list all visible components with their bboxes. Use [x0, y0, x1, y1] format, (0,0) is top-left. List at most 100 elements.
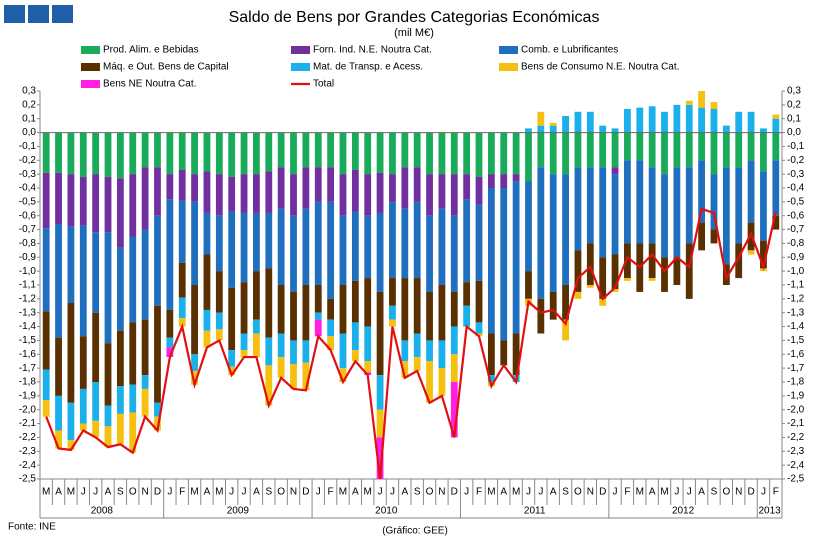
x-tick-label: A [401, 487, 408, 498]
y2-tick-label: -1,6 [787, 349, 805, 360]
bar [624, 109, 631, 133]
bar [562, 132, 569, 175]
x-tick-label: M [215, 487, 223, 498]
bar [191, 354, 198, 371]
y-tick-label: -2,0 [19, 404, 37, 415]
bar [129, 322, 137, 385]
bar [722, 132, 730, 168]
bar [364, 174, 372, 216]
y2-tick-label: -0,1 [787, 141, 805, 152]
y-tick-label: 0,0 [22, 127, 36, 138]
bar [586, 111, 594, 133]
bar [376, 437, 384, 479]
x-tick-label: D [154, 487, 161, 498]
bar [240, 132, 248, 175]
x-tick-label: A [649, 487, 656, 498]
bar [549, 174, 557, 292]
bar [314, 312, 322, 320]
bar [772, 114, 780, 119]
x-tick-label: D [747, 487, 754, 498]
bar [525, 128, 532, 133]
bar [574, 167, 582, 251]
y2-tick-label: -2,0 [787, 404, 805, 415]
bar [463, 132, 471, 175]
bar [586, 243, 594, 285]
bar [228, 350, 236, 367]
x-tick-label: J [464, 487, 469, 498]
bar [525, 132, 532, 182]
bar [450, 132, 458, 175]
bar [240, 350, 248, 358]
bar [648, 132, 656, 168]
bar [327, 298, 335, 320]
x-tick-label: O [426, 487, 434, 498]
bar [512, 174, 520, 182]
bar [747, 250, 755, 255]
bar [55, 172, 62, 225]
bar [339, 285, 347, 334]
bar [611, 132, 619, 168]
bar [215, 174, 223, 216]
y-tick-label: -0,8 [19, 238, 37, 249]
x-tick-label: F [179, 487, 185, 498]
bar [735, 111, 743, 133]
bar [599, 132, 607, 168]
legend-label: Comb. e Lubrificantes [521, 45, 618, 56]
bar [760, 240, 767, 269]
y2-tick-label: 0,3 [787, 86, 801, 97]
bar [475, 176, 483, 205]
bar [710, 174, 718, 230]
bar [475, 322, 483, 334]
bar [314, 132, 322, 168]
bar [426, 361, 433, 403]
bar [302, 167, 310, 209]
bar [698, 107, 706, 133]
bar [277, 208, 285, 285]
bar [487, 132, 495, 175]
bar [747, 132, 755, 161]
bar [661, 132, 668, 175]
bar [586, 167, 594, 244]
bar [586, 132, 594, 168]
bar [747, 160, 755, 223]
bar [376, 375, 384, 410]
bar [339, 174, 347, 216]
bar [475, 132, 483, 177]
bar [487, 188, 495, 334]
y2-tick-label: -0,8 [787, 238, 805, 249]
bar [178, 132, 186, 170]
y-tick-label: -2,1 [19, 418, 37, 429]
bar [661, 111, 668, 133]
bar [129, 132, 137, 175]
bar [314, 319, 322, 337]
x-tick-label: F [328, 487, 334, 498]
bar [500, 132, 508, 175]
bar [215, 132, 223, 175]
bar [314, 167, 322, 202]
y-tick-label: -0,6 [19, 210, 37, 221]
bar [401, 132, 409, 168]
x-tick-label: F [773, 487, 779, 498]
bar [228, 366, 236, 376]
bar [42, 228, 50, 312]
bar [426, 132, 433, 175]
y-tick-label: -2,3 [19, 446, 37, 457]
bar [648, 106, 656, 133]
legend-swatch [81, 63, 100, 71]
bar [79, 176, 87, 226]
bar [401, 167, 409, 209]
bar [253, 319, 260, 334]
x-tick-label: J [538, 487, 543, 498]
y2-tick-label: -1,5 [787, 335, 805, 346]
bar [79, 132, 87, 177]
bar [166, 174, 174, 200]
bar [203, 309, 211, 331]
x-tick-label: M [67, 487, 75, 498]
bar [475, 280, 483, 323]
bar [624, 243, 631, 279]
bar [747, 111, 755, 133]
x-tick-label: J [167, 487, 172, 498]
bar [413, 357, 421, 371]
bar [364, 278, 372, 327]
y2-tick-label: -0,3 [787, 169, 805, 180]
